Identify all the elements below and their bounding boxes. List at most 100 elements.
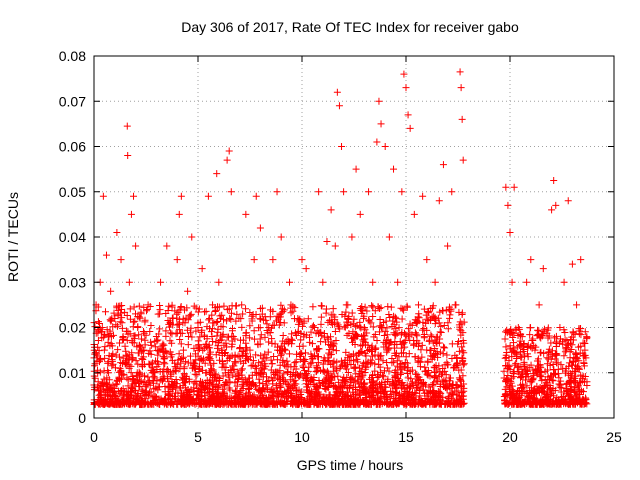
data-point: [283, 380, 291, 388]
data-point: [139, 356, 147, 364]
data-point: [296, 371, 304, 379]
data-point: [554, 359, 562, 367]
data-point: [345, 313, 353, 321]
data-point: [543, 354, 551, 362]
data-point: [299, 322, 307, 330]
data-point: [173, 256, 181, 264]
data-point: [552, 342, 560, 350]
data-point: [431, 374, 439, 382]
data-point: [184, 341, 192, 349]
data-point: [255, 324, 263, 332]
data-point: [458, 392, 466, 400]
data-point: [310, 322, 318, 330]
data-point: [399, 339, 407, 347]
data-point: [163, 374, 171, 382]
data-point: [264, 329, 272, 337]
data-point: [242, 379, 250, 387]
data-point: [505, 399, 513, 407]
data-point: [451, 399, 459, 407]
data-point: [191, 350, 199, 358]
data-point: [141, 372, 149, 380]
data-point: [322, 309, 330, 317]
data-point: [577, 371, 585, 379]
data-point: [328, 320, 336, 328]
data-point: [134, 349, 142, 357]
data-point: [209, 366, 217, 374]
data-point: [107, 317, 115, 325]
data-point: [322, 338, 329, 346]
data-point: [581, 328, 589, 336]
data-point: [503, 375, 511, 383]
data-point: [186, 312, 194, 320]
data-point: [324, 384, 332, 392]
data-point: [95, 387, 103, 395]
data-point: [411, 353, 419, 361]
data-point: [277, 233, 285, 241]
data-point: [229, 371, 237, 379]
data-point: [369, 278, 377, 286]
data-point: [208, 393, 216, 401]
data-point: [403, 332, 411, 340]
data-point: [94, 352, 102, 360]
data-point: [192, 327, 200, 335]
data-point: [458, 309, 466, 317]
data-point: [141, 394, 149, 402]
data-point: [309, 303, 317, 311]
data-point: [575, 388, 583, 396]
data-point: [500, 367, 508, 375]
data-point: [102, 388, 110, 396]
data-point: [192, 304, 200, 312]
data-point: [266, 306, 274, 314]
data-point: [371, 367, 379, 375]
data-point: [117, 305, 125, 313]
data-point: [389, 387, 397, 395]
data-point: [280, 306, 288, 314]
data-point: [557, 377, 565, 385]
data-point: [173, 380, 181, 388]
data-point: [212, 306, 220, 314]
data-point: [434, 399, 442, 407]
data-point: [143, 307, 151, 315]
data-point: [196, 399, 204, 407]
data-point: [298, 256, 306, 264]
data-point: [296, 355, 304, 363]
data-point: [225, 147, 233, 155]
data-point: [452, 301, 460, 309]
data-point: [211, 308, 219, 316]
data-point: [545, 355, 553, 363]
data-point: [302, 265, 310, 273]
data-point: [258, 304, 266, 312]
data-point: [127, 369, 135, 377]
data-point: [259, 354, 267, 362]
data-point: [276, 347, 284, 355]
data-point: [398, 384, 406, 392]
data-point: [506, 345, 514, 353]
data-point: [349, 398, 357, 406]
data-point: [173, 321, 181, 329]
data-point: [408, 331, 416, 339]
data-point: [180, 400, 188, 408]
data-point: [147, 341, 155, 349]
chart-title: Day 306 of 2017, Rate Of TEC Index for r…: [181, 19, 519, 35]
data-point: [430, 363, 438, 371]
data-point: [512, 349, 520, 357]
data-point: [259, 370, 267, 378]
data-point: [419, 326, 427, 334]
data-point: [305, 363, 313, 371]
data-point: [503, 349, 511, 357]
data-point: [202, 307, 210, 315]
data-point: [135, 302, 143, 310]
data-point: [153, 363, 161, 371]
data-point: [425, 383, 433, 391]
data-point: [279, 308, 287, 316]
data-point: [437, 328, 445, 336]
data-point: [404, 374, 412, 382]
data-point: [523, 382, 531, 390]
data-point: [390, 380, 398, 388]
data-point: [379, 371, 387, 379]
data-point: [289, 383, 297, 391]
y-tick-label: 0.05: [59, 184, 86, 200]
data-point: [341, 356, 349, 364]
data-point: [214, 317, 222, 325]
data-point: [158, 342, 166, 350]
